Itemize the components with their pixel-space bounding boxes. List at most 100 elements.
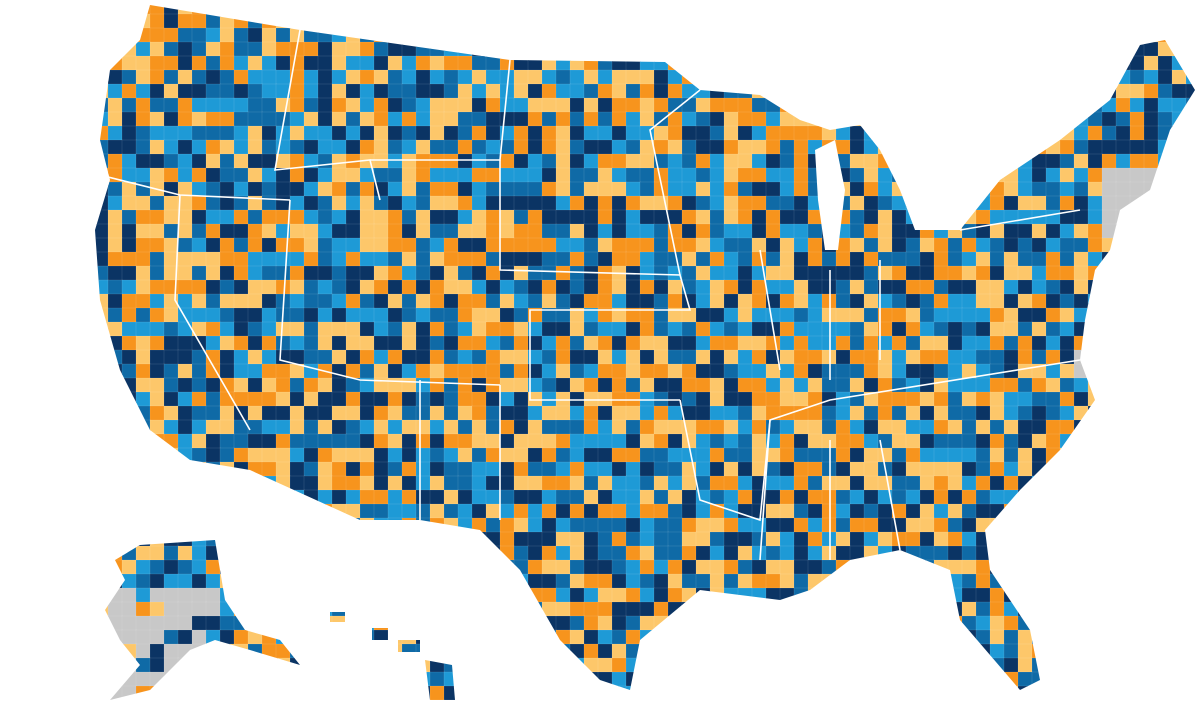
county <box>989 279 1005 295</box>
county <box>233 363 249 379</box>
county <box>471 181 487 197</box>
county <box>1087 615 1103 631</box>
county <box>667 167 683 183</box>
county <box>387 349 403 365</box>
county <box>513 405 529 421</box>
county <box>1003 111 1019 127</box>
county <box>261 405 277 421</box>
county <box>1171 335 1187 351</box>
county <box>1031 307 1047 323</box>
county <box>359 461 375 477</box>
county <box>401 531 417 547</box>
county <box>121 461 137 477</box>
county <box>751 307 767 323</box>
county <box>485 545 501 561</box>
county <box>471 335 487 351</box>
county <box>275 489 291 505</box>
county <box>709 5 725 15</box>
county <box>275 181 291 197</box>
county <box>1073 545 1089 561</box>
county <box>429 153 445 169</box>
county <box>95 55 109 71</box>
county <box>163 363 179 379</box>
county <box>821 41 837 57</box>
county <box>80 308 95 323</box>
county <box>513 601 529 617</box>
county <box>177 405 193 421</box>
county <box>1045 433 1061 449</box>
county <box>807 517 823 533</box>
county <box>919 5 935 15</box>
county <box>541 97 557 113</box>
county <box>149 545 165 561</box>
county <box>149 27 165 43</box>
county <box>1143 265 1159 281</box>
county <box>1003 349 1019 365</box>
county <box>1171 293 1187 309</box>
county <box>583 97 599 113</box>
county <box>555 475 571 491</box>
county <box>947 125 963 141</box>
county <box>191 209 207 225</box>
county <box>597 503 613 519</box>
county <box>695 685 711 700</box>
county <box>499 699 515 700</box>
county <box>1087 405 1103 421</box>
county <box>555 279 571 295</box>
county <box>793 5 809 15</box>
county <box>429 279 445 295</box>
county <box>1157 27 1173 43</box>
county <box>1073 587 1089 603</box>
county <box>807 321 823 337</box>
county <box>863 13 879 29</box>
county <box>1003 615 1019 631</box>
county <box>975 111 991 127</box>
county <box>513 517 529 533</box>
county <box>611 181 627 197</box>
county <box>261 615 277 631</box>
county <box>233 559 249 575</box>
county <box>1101 461 1117 477</box>
county <box>1059 41 1075 57</box>
county <box>569 83 585 99</box>
county <box>513 265 529 281</box>
county <box>401 643 417 659</box>
county <box>331 685 347 700</box>
county <box>401 251 417 267</box>
county <box>807 223 823 239</box>
county <box>583 167 599 183</box>
county <box>1059 279 1075 295</box>
county <box>499 545 515 561</box>
county <box>191 601 207 617</box>
county <box>289 573 305 589</box>
county <box>1003 447 1019 463</box>
county <box>1073 335 1089 351</box>
county <box>625 209 641 225</box>
county <box>80 126 95 141</box>
county <box>387 433 403 449</box>
county <box>1115 307 1131 323</box>
county <box>401 167 417 183</box>
county <box>471 279 487 295</box>
county <box>1087 125 1103 141</box>
county <box>667 83 683 99</box>
county <box>695 629 711 645</box>
county <box>513 671 529 687</box>
county <box>849 643 865 659</box>
county <box>919 41 935 57</box>
county <box>1185 447 1195 463</box>
county <box>219 13 235 29</box>
county <box>709 293 725 309</box>
county <box>639 587 655 603</box>
county <box>611 629 627 645</box>
county <box>1031 265 1047 281</box>
county <box>289 629 305 645</box>
county <box>1171 461 1187 477</box>
county <box>989 391 1005 407</box>
county <box>555 335 571 351</box>
county <box>779 223 795 239</box>
county <box>821 699 837 700</box>
county <box>499 349 515 365</box>
county <box>597 5 613 15</box>
county <box>695 503 711 519</box>
